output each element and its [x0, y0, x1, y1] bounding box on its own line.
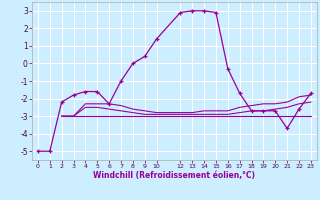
X-axis label: Windchill (Refroidissement éolien,°C): Windchill (Refroidissement éolien,°C) [93, 171, 255, 180]
